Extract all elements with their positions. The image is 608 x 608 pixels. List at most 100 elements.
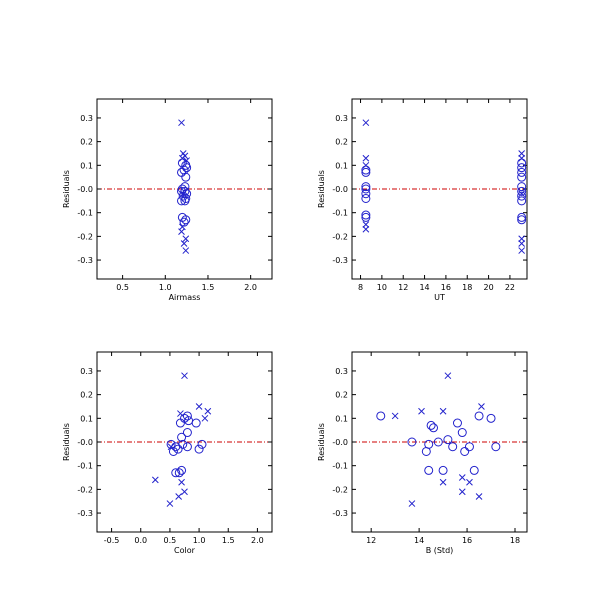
- data-point-circle: [173, 444, 183, 454]
- y-axis-label: Residuals: [317, 423, 326, 461]
- data-point-cross: [180, 240, 188, 247]
- data-point-circle: [517, 172, 527, 182]
- x-tick-label: 0.5: [116, 283, 129, 292]
- data-point-cross: [518, 247, 526, 254]
- x-tick-label: -0.5: [104, 536, 120, 545]
- x-axis-label: Color: [174, 546, 196, 555]
- data-point-circle: [191, 418, 201, 428]
- data-point-circle: [361, 165, 371, 175]
- data-point-cross: [181, 372, 188, 380]
- y-tick-label: -0.3: [77, 509, 93, 518]
- x-tick-label: 18: [462, 283, 472, 292]
- y-tick-label: -0.2: [332, 232, 348, 241]
- y-tick-label: -0.2: [77, 485, 93, 494]
- data-point-circle: [181, 215, 191, 225]
- data-point-cross: [518, 190, 526, 198]
- data-point-cross: [362, 154, 370, 162]
- data-point-cross: [518, 235, 526, 243]
- data-point-circle: [464, 442, 474, 452]
- data-point-circle: [361, 167, 371, 177]
- data-point-cross: [195, 403, 203, 410]
- data-point-circle: [517, 163, 527, 173]
- data-point-circle: [438, 465, 448, 475]
- data-point-cross: [439, 478, 447, 486]
- data-point-cross: [475, 493, 483, 500]
- y-axis-label: Residuals: [317, 170, 326, 208]
- data-point-circle: [175, 418, 185, 428]
- y-tick-label: -0.3: [332, 256, 348, 265]
- y-tick-label: 0.3: [335, 114, 348, 123]
- y-tick-label: 0.1: [80, 414, 93, 423]
- data-point-cross: [518, 154, 526, 162]
- data-point-circle: [469, 465, 479, 475]
- data-point-cross: [518, 150, 526, 157]
- panel-1: 0.5 1.0 1.5 2.0 -0.3 -0.2 -0.1 -0.0 0.1 0.2 0.3 Air…: [62, 98, 273, 302]
- data-point-circle: [177, 465, 187, 475]
- x-tick-label: 1.0: [159, 283, 172, 292]
- y-tick-label: 0.3: [80, 114, 93, 123]
- y-axis-label: Residuals: [62, 170, 71, 208]
- x-tick-label: 16: [462, 536, 472, 545]
- data-point-circle: [180, 196, 190, 206]
- y-tick-label: -0.1: [77, 462, 93, 471]
- data-point-cross: [181, 488, 188, 496]
- y-tick-label: -0.1: [332, 462, 348, 471]
- data-point-circle: [171, 468, 181, 478]
- data-point-cross: [167, 443, 175, 451]
- y-tick-label: 0.3: [335, 367, 348, 376]
- data-point-circle: [407, 437, 417, 447]
- data-point-circle: [182, 163, 192, 173]
- x-tick-label: 14: [419, 283, 429, 292]
- data-point-circle: [171, 442, 181, 452]
- x-tick-label: 1.5: [202, 283, 215, 292]
- data-point-circle: [424, 465, 434, 475]
- x-axis-label: Airmass: [169, 293, 201, 302]
- x-axis-label: UT: [434, 293, 445, 302]
- y-tick-label: -0.0: [332, 438, 348, 447]
- data-point-circle: [361, 210, 371, 220]
- x-tick-label: 20: [483, 283, 493, 292]
- y-tick-label: 0.1: [335, 414, 348, 423]
- data-point-cross: [362, 221, 370, 228]
- data-point-cross: [177, 410, 184, 417]
- x-tick-label: 8: [358, 283, 363, 292]
- data-point-cross: [179, 190, 187, 198]
- data-point-circle: [457, 428, 467, 438]
- y-tick-label: -0.1: [77, 209, 93, 218]
- data-point-circle: [426, 420, 436, 430]
- data-point-circle: [177, 196, 187, 206]
- data-point-circle: [517, 158, 527, 168]
- data-point-cross: [175, 493, 183, 500]
- y-tick-label: -0.1: [332, 209, 348, 218]
- y-tick-label: 0.1: [335, 161, 348, 170]
- x-tick-label: 10: [377, 283, 387, 292]
- x-tick-label: 18: [510, 536, 520, 545]
- x-tick-label: 0.0: [134, 536, 147, 545]
- data-point-circle: [361, 212, 371, 222]
- data-point-cross: [418, 407, 425, 415]
- data-point-circle: [361, 184, 371, 194]
- data-point-circle: [474, 411, 484, 421]
- data-point-cross: [183, 157, 190, 164]
- data-point-circle: [429, 423, 439, 433]
- data-point-circle: [361, 193, 371, 203]
- data-point-circle: [443, 435, 453, 445]
- y-tick-label: -0.2: [77, 232, 93, 241]
- data-point-cross: [478, 403, 485, 410]
- data-point-cross: [178, 228, 185, 235]
- data-point-cross: [151, 476, 159, 484]
- y-tick-label: -0.0: [77, 185, 93, 194]
- data-point-circle: [433, 437, 443, 447]
- panel-3: -0.5 0.0 0.5 1.0 1.5 2.0 -0.3 -0.2 -0.1 -0.0 0.1 0.…: [62, 351, 273, 555]
- y-tick-label: -0.2: [332, 485, 348, 494]
- data-point-circle: [491, 442, 501, 452]
- y-tick-label: 0.2: [80, 138, 93, 147]
- data-point-circle: [421, 446, 431, 456]
- data-point-cross: [201, 414, 209, 422]
- data-point-circle: [517, 215, 527, 225]
- panel-2: 8 10 12 14 16 18 20 22 -0.3 -0.2 -0.1 -0.0 0.1 0.2 0.3…: [317, 98, 528, 302]
- data-point-circle: [452, 418, 462, 428]
- x-tick-label: 22: [505, 283, 515, 292]
- data-point-circle: [181, 172, 191, 182]
- data-point-circle: [517, 182, 527, 192]
